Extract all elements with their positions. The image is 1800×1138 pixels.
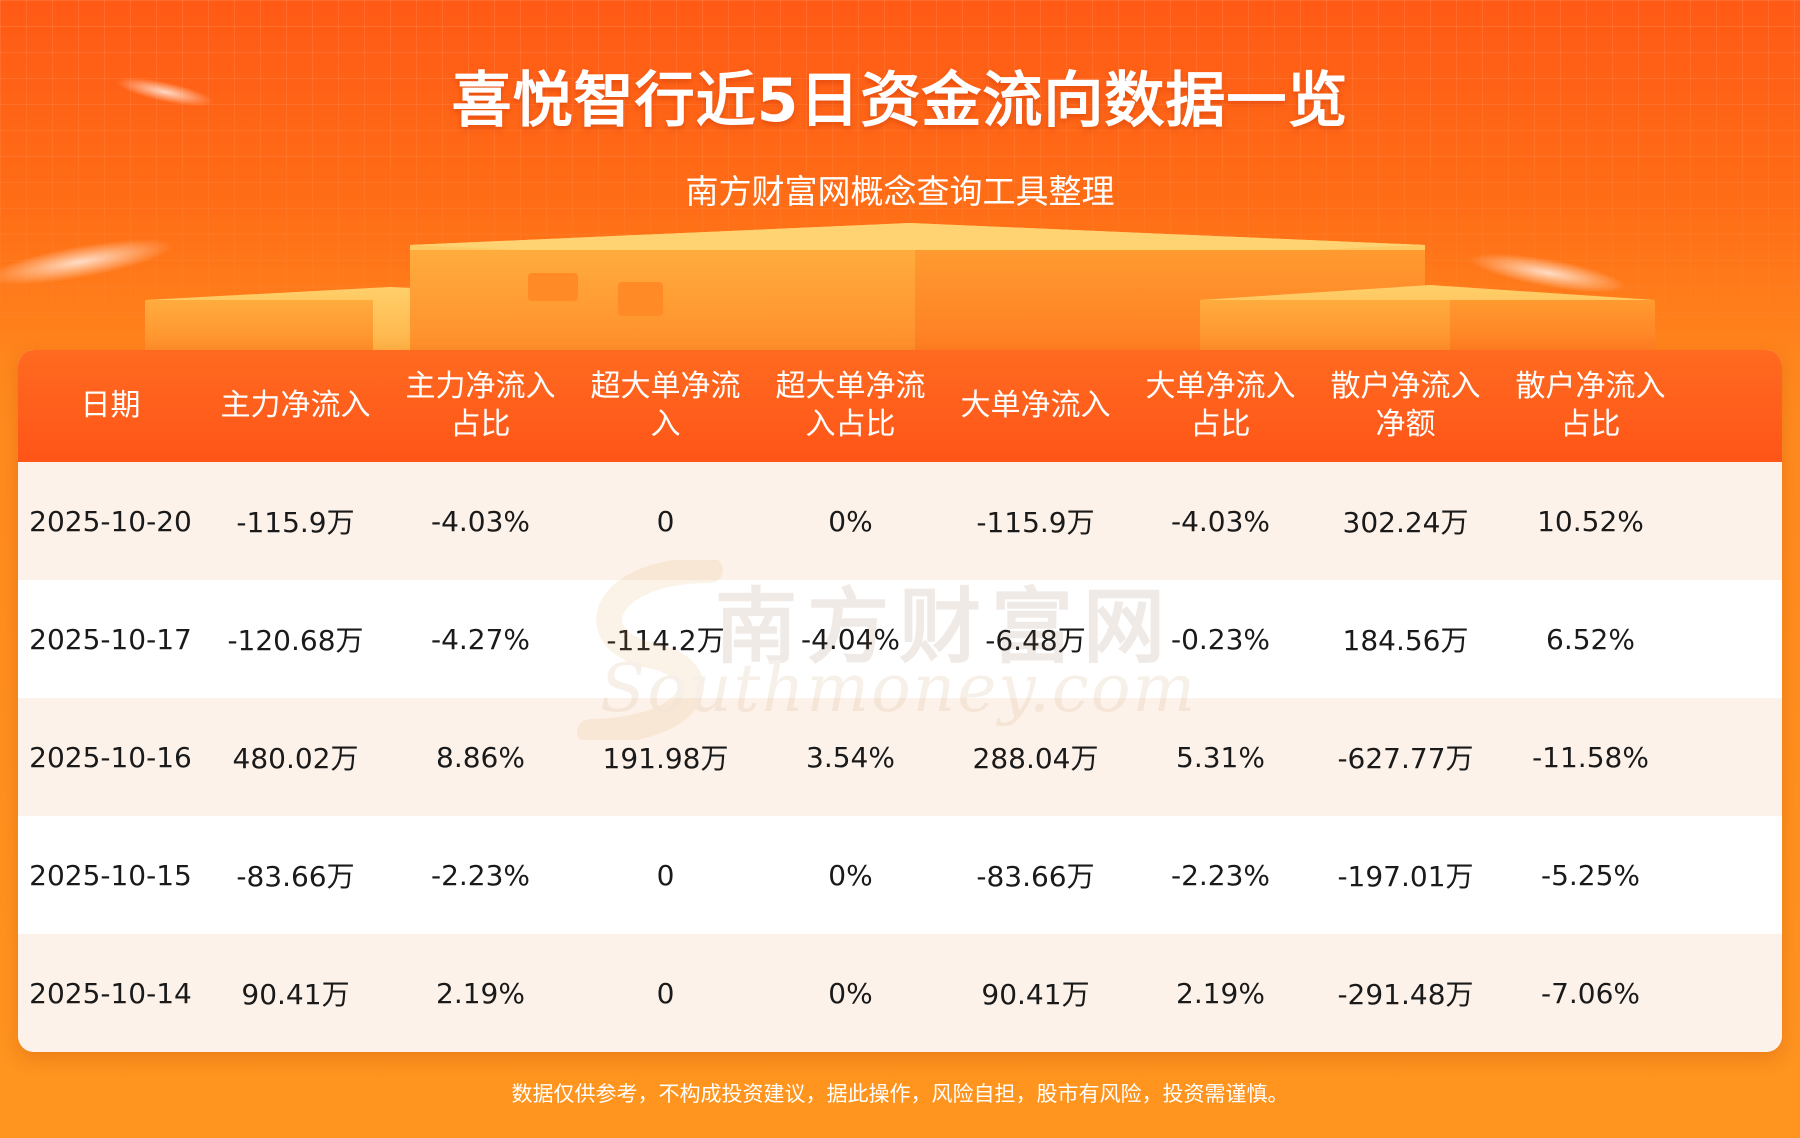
cell-super-large-ratio: 0% [828,976,873,1010]
fund-flow-table: 日期 主力净流入 主力净流入 占比 超大单净流 入 超大单净流 入占比 大单净流… [18,350,1782,1052]
cell-super-large-ratio: 0% [828,858,873,892]
cell-main-inflow: -83.66万 [236,860,355,893]
cell-retail-net: 302.24万 [1342,506,1469,539]
cell-main-inflow: 90.41万 [241,978,350,1011]
cell-main-inflow-ratio: -4.03% [430,504,531,538]
cell-main-inflow-ratio: -4.27% [430,622,531,656]
disclaimer: 数据仅供参考，不构成投资建议，据此操作，风险自担，股市有风险，投资需谨慎。 [511,1082,1289,1106]
cell-retail-ratio: -5.25% [1540,858,1641,892]
cell-large-inflow: -6.48万 [985,624,1086,657]
cell-super-large-inflow: 0 [656,504,675,538]
cell-large-inflow: 90.41万 [981,978,1090,1011]
cell-date: 2025-10-17 [29,622,192,656]
table-body: 2025-10-20 -115.9万 -4.03% 0 0% -115.9万 -… [18,462,1782,1052]
column-header-large-ratio: 大单净流入 占比 [1145,369,1296,442]
cell-large-inflow: 288.04万 [972,742,1099,775]
cell-large-ratio: -2.23% [1170,858,1271,892]
cell-retail-ratio: 10.52% [1537,504,1644,538]
cell-retail-net: -291.48万 [1337,978,1474,1011]
table-header-row: 日期 主力净流入 主力净流入 占比 超大单净流 入 超大单净流 入占比 大单净流… [18,350,1782,462]
cell-retail-net: -197.01万 [1337,860,1474,893]
table-row: 2025-10-14 90.41万 2.19% 0 0% 90.41万 2.19… [18,934,1782,1052]
cell-super-large-ratio: 0% [828,504,873,538]
cell-main-inflow: -120.68万 [227,624,364,657]
cell-super-large-inflow: 0 [656,858,675,892]
page-subtitle: 南方财富网概念查询工具整理 [685,172,1115,211]
column-header-super-large-ratio: 超大单净流 入占比 [775,369,926,442]
cell-large-ratio: -0.23% [1170,622,1271,656]
cell-date: 2025-10-14 [29,976,192,1010]
cell-main-inflow: 480.02万 [232,742,359,775]
table-row: 2025-10-16 480.02万 8.86% 191.98万 3.54% 2… [18,698,1782,816]
cell-retail-ratio: -11.58% [1532,740,1649,774]
column-header-main-inflow: 主力净流入 [220,388,371,423]
cell-main-inflow-ratio: -2.23% [430,858,531,892]
swoosh-decoration [0,239,174,285]
cell-date: 2025-10-15 [29,858,192,892]
column-header-date: 日期 [80,388,141,423]
cell-main-inflow: -115.9万 [236,506,355,539]
column-header-super-large-inflow: 超大单净流 入 [590,369,741,442]
cell-main-inflow-ratio: 8.86% [436,740,525,774]
cell-retail-ratio: -7.06% [1540,976,1641,1010]
cell-super-large-ratio: 3.54% [806,740,895,774]
column-header-main-inflow-ratio: 主力净流入 占比 [405,369,556,442]
cell-large-ratio: 5.31% [1176,740,1265,774]
decorative-podium [0,77,1655,350]
cell-super-large-inflow: 191.98万 [602,742,729,775]
table-row: 2025-10-15 -83.66万 -2.23% 0 0% -83.66万 -… [18,816,1782,934]
swoosh-decoration [1469,253,1627,293]
cell-super-large-inflow: -114.2万 [606,624,725,657]
page-title: 喜悦智行近5日资金流向数据一览 [451,66,1349,136]
swoosh-decoration [116,77,214,107]
cell-large-ratio: -4.03% [1170,504,1271,538]
table-row: 2025-10-17 -120.68万 -4.27% -114.2万 -4.04… [18,580,1782,698]
cell-large-inflow: -83.66万 [976,860,1095,893]
column-header-retail-ratio: 散户净流入 占比 [1515,369,1666,442]
cell-retail-net: -627.77万 [1337,742,1474,775]
column-header-large-inflow: 大单净流入 [960,388,1111,423]
cell-retail-ratio: 6.52% [1546,622,1635,656]
column-header-retail-net: 散户净流入 净额 [1330,369,1481,442]
cell-large-ratio: 2.19% [1176,976,1265,1010]
table-row: 2025-10-20 -115.9万 -4.03% 0 0% -115.9万 -… [18,462,1782,580]
cell-main-inflow-ratio: 2.19% [436,976,525,1010]
cell-large-inflow: -115.9万 [976,506,1095,539]
cell-date: 2025-10-16 [29,740,192,774]
cell-date: 2025-10-20 [29,504,192,538]
cell-super-large-inflow: 0 [656,976,675,1010]
cell-retail-net: 184.56万 [1342,624,1469,657]
cell-super-large-ratio: -4.04% [800,622,901,656]
